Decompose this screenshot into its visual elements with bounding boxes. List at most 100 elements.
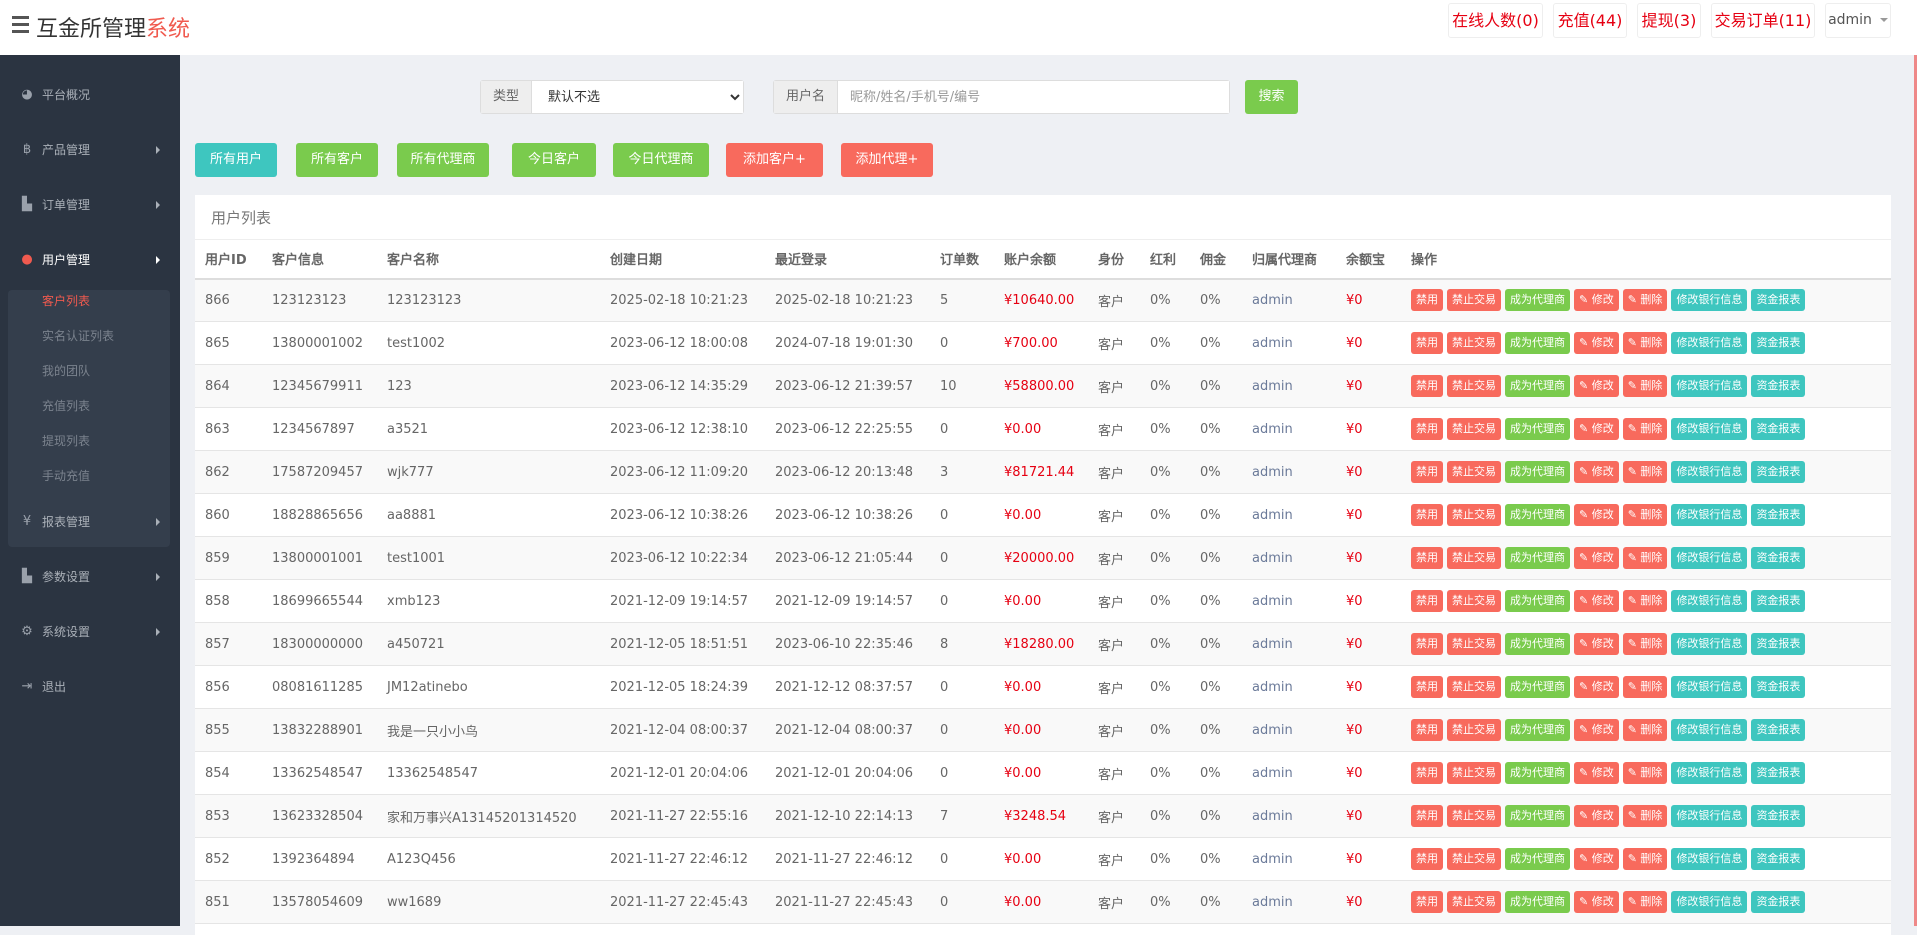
make-agent-button[interactable]: 成为代理商: [1505, 805, 1570, 827]
add-agent-button[interactable]: 添加代理+: [841, 143, 933, 177]
fund-report-button[interactable]: 资金报表: [1751, 676, 1806, 698]
edit-button[interactable]: ✎ 修改: [1574, 461, 1619, 483]
sidebar-item-dashboard[interactable]: ◕ 平台概况: [0, 78, 180, 112]
delete-button[interactable]: ✎ 删除: [1622, 891, 1668, 913]
disable-button[interactable]: 禁用: [1411, 332, 1443, 354]
ban-trade-button[interactable]: 禁止交易: [1447, 891, 1501, 913]
make-agent-button[interactable]: 成为代理商: [1505, 848, 1570, 870]
fund-report-button[interactable]: 资金报表: [1751, 719, 1806, 741]
sidebar-item-products[interactable]: ฿ 产品管理: [0, 133, 180, 167]
ban-trade-button[interactable]: 禁止交易: [1447, 848, 1501, 870]
fund-report-button[interactable]: 资金报表: [1751, 805, 1806, 827]
fund-report-button[interactable]: 资金报表: [1751, 289, 1806, 312]
disable-button[interactable]: 禁用: [1411, 633, 1443, 655]
scrollbar[interactable]: [1914, 55, 1917, 926]
sidebar-item-users[interactable]: ● 用户管理: [0, 243, 180, 277]
edit-bank-info-button[interactable]: 修改银行信息: [1671, 332, 1748, 354]
disable-button[interactable]: 禁用: [1411, 805, 1443, 827]
make-agent-button[interactable]: 成为代理商: [1505, 504, 1570, 526]
fund-report-button[interactable]: 资金报表: [1751, 504, 1806, 526]
fund-report-button[interactable]: 资金报表: [1751, 332, 1806, 354]
edit-button[interactable]: ✎ 修改: [1574, 289, 1619, 312]
sidebar-item-orders[interactable]: ▙ 订单管理: [0, 188, 180, 222]
make-agent-button[interactable]: 成为代理商: [1505, 590, 1570, 612]
search-button[interactable]: 搜索: [1245, 80, 1298, 114]
ban-trade-button[interactable]: 禁止交易: [1447, 762, 1501, 784]
disable-button[interactable]: 禁用: [1411, 676, 1443, 698]
fund-report-button[interactable]: 资金报表: [1751, 375, 1806, 397]
disable-button[interactable]: 禁用: [1411, 504, 1443, 526]
sidebar-sub-manual-recharge[interactable]: 手动充值: [42, 469, 91, 483]
user-menu-dropdown[interactable]: admin: [1825, 3, 1891, 38]
edit-button[interactable]: ✎ 修改: [1574, 762, 1619, 784]
ban-trade-button[interactable]: 禁止交易: [1447, 547, 1501, 569]
edit-button[interactable]: ✎ 修改: [1574, 375, 1619, 397]
fund-report-button[interactable]: 资金报表: [1751, 633, 1806, 655]
sidebar-item-logout[interactable]: ⇥ 退出: [0, 670, 180, 704]
ban-trade-button[interactable]: 禁止交易: [1447, 289, 1501, 312]
sidebar-item-params[interactable]: ▙ 参数设置: [0, 560, 180, 594]
sidebar-item-reports[interactable]: ¥ 报表管理: [0, 505, 180, 539]
ban-trade-button[interactable]: 禁止交易: [1447, 633, 1501, 655]
type-select[interactable]: 默认不选: [532, 81, 743, 113]
delete-button[interactable]: ✎ 删除: [1622, 418, 1668, 440]
make-agent-button[interactable]: 成为代理商: [1505, 676, 1570, 698]
edit-bank-info-button[interactable]: 修改银行信息: [1671, 547, 1748, 569]
ban-trade-button[interactable]: 禁止交易: [1447, 676, 1501, 698]
disable-button[interactable]: 禁用: [1411, 418, 1443, 440]
fund-report-button[interactable]: 资金报表: [1751, 461, 1806, 483]
disable-button[interactable]: 禁用: [1411, 375, 1443, 397]
delete-button[interactable]: ✎ 删除: [1622, 590, 1668, 612]
edit-button[interactable]: ✎ 修改: [1574, 633, 1619, 655]
filter-today-customers[interactable]: 今日客户: [512, 143, 596, 177]
edit-bank-info-button[interactable]: 修改银行信息: [1671, 762, 1748, 784]
disable-button[interactable]: 禁用: [1411, 461, 1443, 483]
edit-button[interactable]: ✎ 修改: [1574, 719, 1619, 741]
edit-bank-info-button[interactable]: 修改银行信息: [1671, 375, 1748, 397]
delete-button[interactable]: ✎ 删除: [1622, 805, 1668, 827]
make-agent-button[interactable]: 成为代理商: [1505, 547, 1570, 569]
edit-button[interactable]: ✎ 修改: [1574, 504, 1619, 526]
delete-button[interactable]: ✎ 删除: [1622, 633, 1668, 655]
edit-bank-info-button[interactable]: 修改银行信息: [1671, 504, 1748, 526]
disable-button[interactable]: 禁用: [1411, 547, 1443, 569]
fund-report-button[interactable]: 资金报表: [1751, 547, 1806, 569]
edit-bank-info-button[interactable]: 修改银行信息: [1671, 805, 1748, 827]
make-agent-button[interactable]: 成为代理商: [1505, 461, 1570, 483]
add-customer-button[interactable]: 添加客户+: [726, 143, 823, 177]
disable-button[interactable]: 禁用: [1411, 762, 1443, 784]
delete-button[interactable]: ✎ 删除: [1622, 848, 1668, 870]
edit-button[interactable]: ✎ 修改: [1574, 676, 1619, 698]
edit-button[interactable]: ✎ 修改: [1574, 547, 1619, 569]
edit-bank-info-button[interactable]: 修改银行信息: [1671, 848, 1748, 870]
filter-today-agents[interactable]: 今日代理商: [613, 143, 709, 177]
sidebar-sub-realname-list[interactable]: 实名认证列表: [42, 329, 115, 343]
menu-toggle-icon[interactable]: [12, 16, 29, 36]
ban-trade-button[interactable]: 禁止交易: [1447, 461, 1501, 483]
delete-button[interactable]: ✎ 删除: [1622, 461, 1668, 483]
edit-bank-info-button[interactable]: 修改银行信息: [1671, 633, 1748, 655]
withdraw-button[interactable]: 提现(3): [1637, 3, 1701, 38]
online-count-button[interactable]: 在线人数(0): [1448, 3, 1543, 38]
edit-button[interactable]: ✎ 修改: [1574, 805, 1619, 827]
filter-all-agents[interactable]: 所有代理商: [397, 143, 489, 177]
delete-button[interactable]: ✎ 删除: [1622, 289, 1668, 312]
ban-trade-button[interactable]: 禁止交易: [1447, 418, 1501, 440]
delete-button[interactable]: ✎ 删除: [1622, 719, 1668, 741]
edit-bank-info-button[interactable]: 修改银行信息: [1671, 891, 1748, 913]
fund-report-button[interactable]: 资金报表: [1751, 762, 1806, 784]
edit-bank-info-button[interactable]: 修改银行信息: [1671, 676, 1748, 698]
make-agent-button[interactable]: 成为代理商: [1505, 418, 1570, 440]
disable-button[interactable]: 禁用: [1411, 289, 1443, 312]
fund-report-button[interactable]: 资金报表: [1751, 848, 1806, 870]
sidebar-sub-recharge-list[interactable]: 充值列表: [42, 399, 91, 413]
make-agent-button[interactable]: 成为代理商: [1505, 762, 1570, 784]
make-agent-button[interactable]: 成为代理商: [1505, 719, 1570, 741]
fund-report-button[interactable]: 资金报表: [1751, 891, 1806, 913]
ban-trade-button[interactable]: 禁止交易: [1447, 719, 1501, 741]
edit-bank-info-button[interactable]: 修改银行信息: [1671, 590, 1748, 612]
fund-report-button[interactable]: 资金报表: [1751, 418, 1806, 440]
delete-button[interactable]: ✎ 删除: [1622, 375, 1668, 397]
disable-button[interactable]: 禁用: [1411, 848, 1443, 870]
edit-button[interactable]: ✎ 修改: [1574, 332, 1619, 354]
